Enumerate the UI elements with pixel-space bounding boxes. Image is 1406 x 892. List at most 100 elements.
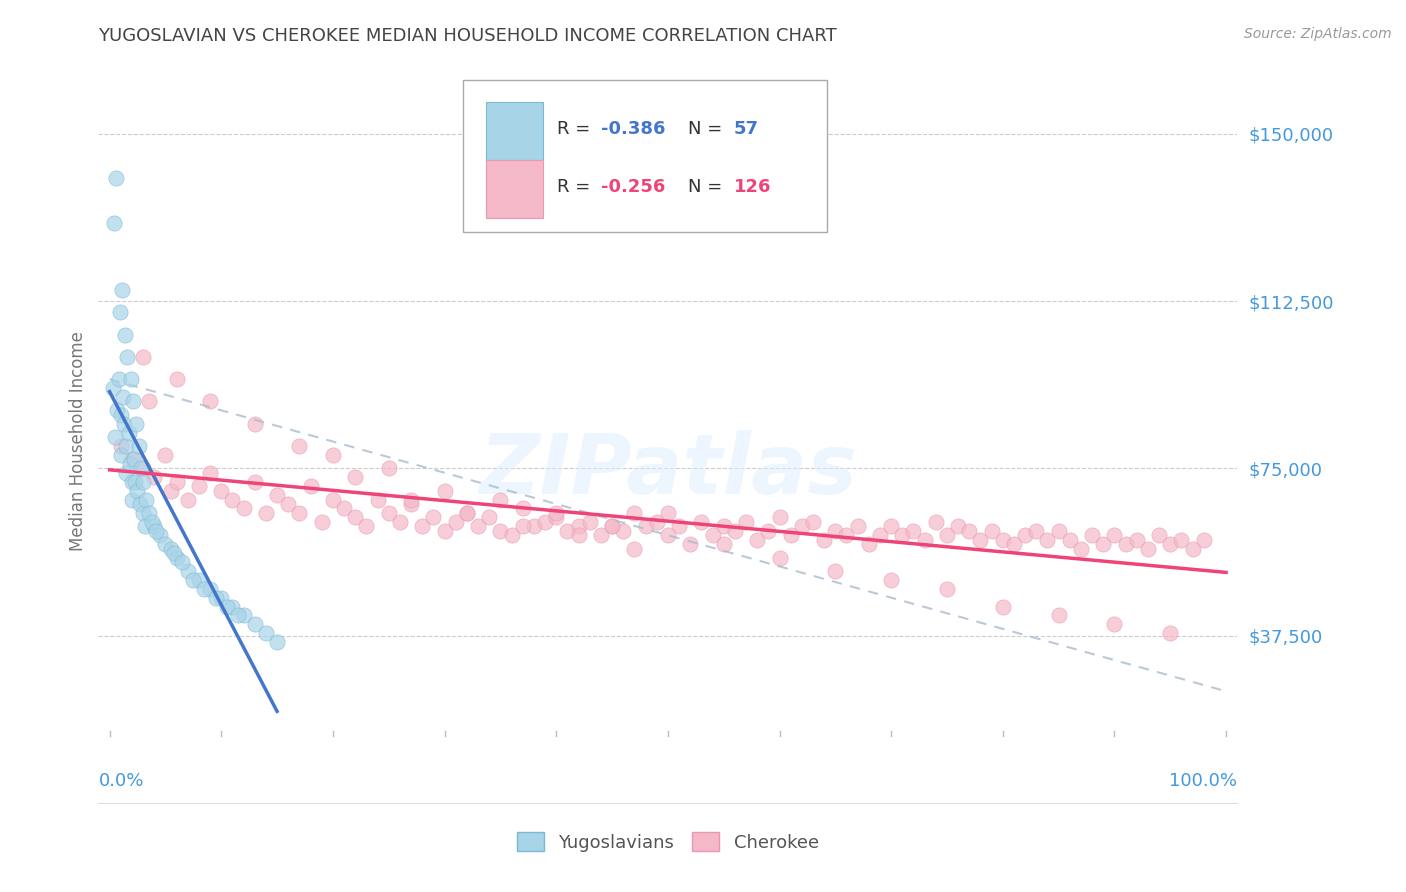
Point	[1081, 528, 1104, 542]
Point	[1181, 541, 1204, 556]
Point	[110, 448, 132, 462]
Point	[117, 425, 139, 440]
Point	[187, 479, 209, 493]
Point	[467, 519, 489, 533]
Point	[880, 573, 903, 587]
Point	[155, 448, 177, 462]
Point	[1059, 533, 1081, 547]
Point	[132, 461, 155, 475]
Point	[657, 528, 679, 542]
Point	[546, 506, 568, 520]
Point	[891, 528, 914, 542]
Point	[166, 475, 188, 489]
Point	[1126, 533, 1149, 547]
Point	[690, 515, 713, 529]
Point	[138, 394, 160, 409]
Point	[657, 506, 679, 520]
Point	[108, 305, 131, 319]
Point	[523, 519, 546, 533]
Point	[768, 550, 790, 565]
Point	[724, 524, 747, 538]
Point	[166, 550, 188, 565]
Point	[768, 510, 790, 524]
Point	[145, 524, 167, 538]
Point	[969, 533, 991, 547]
Text: Source: ZipAtlas.com: Source: ZipAtlas.com	[1244, 27, 1392, 41]
Point	[277, 497, 299, 511]
Point	[243, 475, 266, 489]
Point	[127, 483, 149, 498]
Point	[489, 524, 512, 538]
Point	[1104, 528, 1126, 542]
Point	[1047, 524, 1070, 538]
Point	[132, 475, 155, 489]
Point	[1159, 537, 1181, 551]
Point	[925, 515, 948, 529]
Point	[155, 537, 177, 551]
Point	[111, 283, 134, 297]
Point	[645, 515, 668, 529]
Point	[254, 626, 277, 640]
Point	[534, 515, 557, 529]
Point	[322, 448, 344, 462]
Point	[501, 528, 523, 542]
Point	[124, 475, 146, 489]
Point	[1014, 528, 1036, 542]
Point	[623, 541, 645, 556]
Point	[512, 501, 534, 516]
Point	[209, 483, 232, 498]
Point	[546, 510, 568, 524]
Point	[111, 390, 134, 404]
Point	[299, 479, 322, 493]
Text: 57: 57	[734, 120, 759, 138]
Point	[266, 488, 288, 502]
Point	[824, 524, 846, 538]
Legend: Yugoslavians, Cherokee: Yugoslavians, Cherokee	[509, 825, 827, 859]
Point	[991, 533, 1014, 547]
Point	[735, 515, 758, 529]
Point	[1136, 541, 1159, 556]
Point	[232, 501, 254, 516]
Point	[129, 461, 152, 475]
Point	[215, 599, 238, 614]
Point	[679, 537, 702, 551]
Point	[936, 582, 959, 596]
Point	[149, 528, 172, 542]
Point	[160, 483, 183, 498]
Point	[104, 430, 127, 444]
Point	[433, 483, 456, 498]
FancyBboxPatch shape	[485, 102, 543, 160]
FancyBboxPatch shape	[463, 80, 827, 232]
FancyBboxPatch shape	[485, 160, 543, 218]
Point	[456, 506, 478, 520]
Point	[869, 528, 891, 542]
Point	[141, 515, 163, 529]
Text: 0.0%: 0.0%	[98, 772, 143, 789]
Point	[125, 417, 148, 431]
Point	[957, 524, 980, 538]
Point	[634, 519, 657, 533]
Point	[226, 608, 249, 623]
Text: ZIPatlas: ZIPatlas	[479, 430, 856, 511]
Point	[858, 537, 880, 551]
Point	[132, 506, 155, 520]
Point	[134, 519, 156, 533]
Point	[132, 350, 155, 364]
Text: -0.386: -0.386	[600, 120, 665, 138]
Point	[388, 515, 411, 529]
Point	[107, 372, 129, 386]
Point	[107, 403, 129, 417]
Point	[243, 617, 266, 632]
Point	[232, 608, 254, 623]
Y-axis label: Median Household Income: Median Household Income	[69, 332, 87, 551]
Text: 100.0%: 100.0%	[1170, 772, 1237, 789]
Point	[266, 635, 288, 649]
Text: R =: R =	[557, 120, 596, 138]
Point	[399, 497, 422, 511]
Point	[1147, 528, 1170, 542]
Point	[589, 528, 612, 542]
Point	[344, 470, 367, 484]
Point	[612, 524, 634, 538]
Point	[980, 524, 1002, 538]
Point	[177, 492, 200, 507]
